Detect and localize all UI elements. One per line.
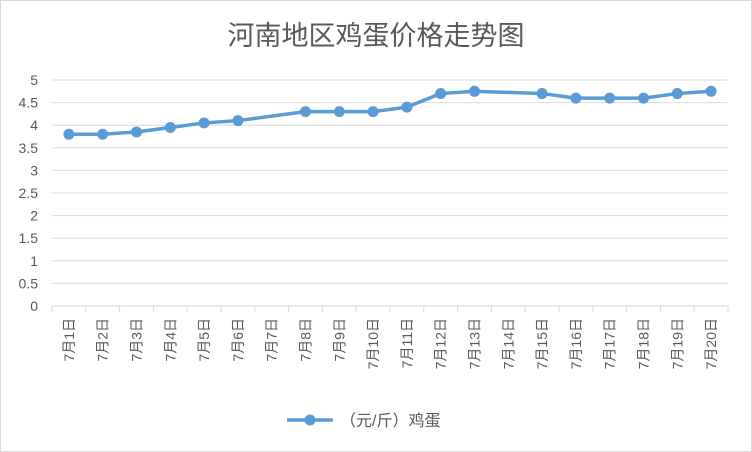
x-tick-label: 7月3日	[129, 318, 145, 362]
x-tick-label: 7月2日	[95, 318, 111, 362]
x-tick-label: 7月1日	[61, 318, 77, 362]
x-tick-label: 7月7日	[264, 318, 280, 362]
data-point	[671, 88, 683, 100]
data-point	[570, 92, 582, 104]
data-point	[604, 92, 616, 104]
x-tick-label: 7月8日	[298, 318, 314, 362]
data-point	[435, 88, 447, 100]
x-tick-label: 7月11日	[399, 318, 415, 368]
data-point	[97, 128, 109, 140]
data-point	[638, 92, 649, 104]
data-point	[164, 121, 176, 133]
data-point	[469, 85, 480, 97]
legend-label: （元/斤）鸡蛋	[340, 412, 440, 430]
x-tick-label: 7月14日	[500, 318, 516, 369]
legend-marker	[304, 414, 316, 426]
data-point	[131, 126, 142, 138]
x-tick-label: 7月6日	[230, 318, 246, 362]
series-line	[67, 89, 713, 136]
x-tick-label: 7月10日	[365, 318, 381, 369]
data-point	[367, 106, 379, 118]
x-tick-label: 7月16日	[568, 318, 584, 369]
y-tick-label: 1.5	[19, 230, 39, 246]
y-tick-label: 3	[30, 162, 38, 178]
x-tick-label: 7月20日	[703, 318, 719, 369]
y-tick-label: 4.5	[19, 95, 39, 111]
x-tick-label: 7月19日	[669, 318, 685, 369]
data-point	[333, 106, 345, 118]
x-tick-label: 7月15日	[534, 318, 550, 369]
y-tick-label: 2	[30, 208, 38, 224]
x-tick-label: 7月18日	[636, 318, 652, 369]
x-tick-label: 7月5日	[196, 318, 212, 362]
y-tick-label: 2.5	[19, 185, 39, 201]
data-point	[63, 128, 75, 140]
y-tick-label: 1	[30, 253, 38, 269]
x-tick-label: 7月12日	[433, 318, 449, 369]
y-tick-label: 5	[30, 72, 38, 88]
x-tick-label: 7月4日	[162, 318, 178, 362]
x-tick-label: 7月13日	[467, 318, 483, 369]
chart-title: 河南地区鸡蛋价格走势图	[227, 21, 525, 52]
data-point	[300, 106, 311, 118]
x-tick-label: 7月9日	[331, 318, 347, 362]
y-tick-label: 4	[30, 117, 38, 133]
data-point	[232, 115, 244, 127]
y-tick-label: 3.5	[19, 140, 39, 156]
data-point	[401, 101, 413, 113]
data-point	[198, 117, 210, 129]
data-point	[705, 85, 717, 97]
x-tick-label: 7月17日	[602, 318, 618, 369]
y-tick-label: 0	[30, 298, 38, 314]
y-tick-label: 0.5	[19, 275, 39, 291]
data-point	[536, 88, 548, 100]
